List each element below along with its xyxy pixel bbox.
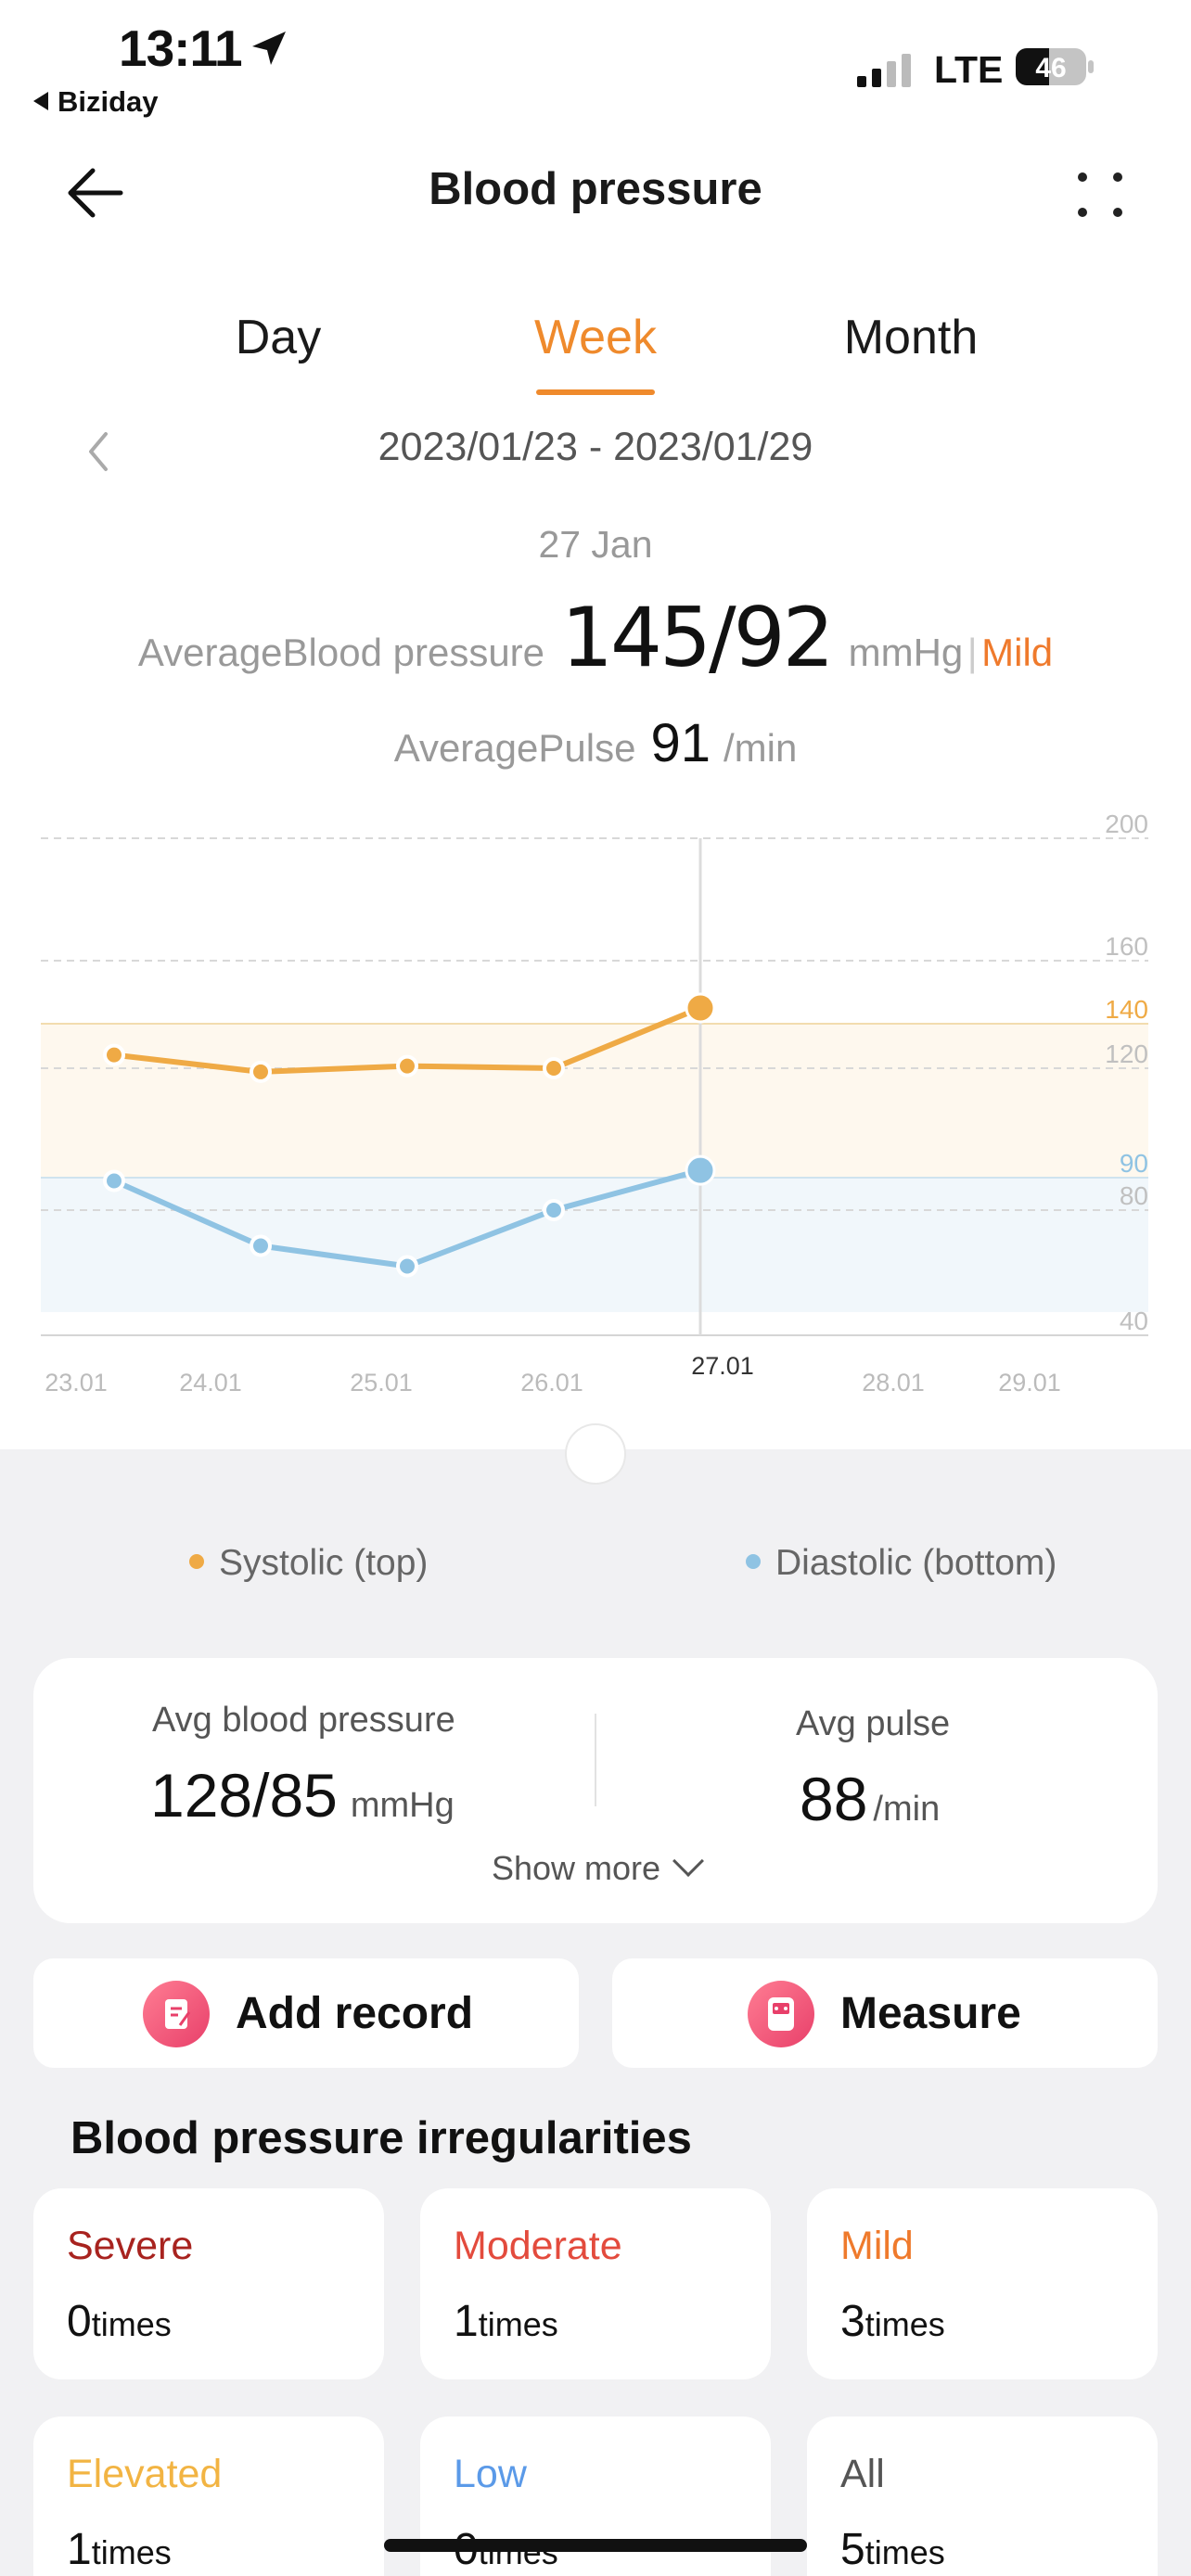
data-point: [103, 1043, 125, 1066]
avg-bp-unit: mmHg: [848, 631, 964, 674]
more-options-icon[interactable]: [1072, 167, 1128, 223]
legend-diastolic: Diastolic (bottom): [746, 1543, 1057, 1584]
irregularity-count: 5times: [840, 2525, 945, 2574]
irregularity-card-severe[interactable]: Severe 0times: [33, 2188, 384, 2379]
lower-panel-edge: [0, 1449, 1191, 1450]
back-arrow-icon[interactable]: [61, 159, 128, 226]
avg-pulse-unit: /min: [723, 726, 798, 770]
chevron-down-icon: [672, 1845, 705, 1877]
data-point: [250, 1234, 272, 1257]
data-point: [685, 1154, 716, 1186]
chart-scroll-handle[interactable]: [503, 1406, 688, 1498]
y-tick-label: 160: [1105, 932, 1148, 961]
blood-pressure-chart[interactable]: 200 160 140 120 90 80 40 23.01 24.01 25.01 26.01 27…: [0, 797, 1191, 1409]
legend-dot-systolic: [189, 1554, 204, 1569]
x-tick-label: 29.01: [998, 1369, 1061, 1396]
page-title: Blood pressure: [429, 164, 762, 214]
avg-pulse-value: 91: [650, 713, 711, 773]
y-tick-label: 200: [1105, 810, 1148, 838]
measure-device-icon: [748, 1981, 814, 2047]
battery-level: 46: [1035, 53, 1066, 83]
data-point: [685, 992, 716, 1024]
x-tick-label: 28.01: [862, 1369, 925, 1396]
x-tick-label: 26.01: [520, 1369, 583, 1396]
network-type: LTE: [934, 48, 1004, 91]
data-point: [396, 1255, 418, 1278]
irregularity-card-elevated[interactable]: Elevated 1times: [33, 2417, 384, 2576]
add-record-button[interactable]: Add record: [33, 1958, 579, 2068]
y-tick-label: 120: [1105, 1039, 1148, 1068]
irregularity-card-low[interactable]: Low 0times: [420, 2417, 771, 2576]
avg-pulse-summary-label: Avg pulse: [796, 1704, 951, 1743]
back-triangle-icon: [33, 92, 48, 110]
x-tick-label: 23.01: [45, 1369, 108, 1396]
tab-day[interactable]: Day: [235, 311, 322, 364]
show-more-button[interactable]: Show more: [33, 1845, 1158, 1888]
summary-divider: [595, 1714, 596, 1806]
back-to-app-link[interactable]: Biziday: [33, 85, 159, 119]
avg-bp-label: AverageBlood pressure: [137, 631, 545, 674]
measure-button[interactable]: Measure: [612, 1958, 1158, 2068]
summary-card: Avg blood pressure 128/85 mmHg Avg pulse …: [33, 1658, 1158, 1923]
bp-level: Mild: [981, 631, 1054, 674]
active-tab-indicator: [536, 389, 655, 395]
tab-week[interactable]: Week: [534, 311, 657, 364]
data-point: [396, 1054, 418, 1078]
selected-avg-blood-pressure: AverageBlood pressure 145/92 mmHg | Mild: [0, 590, 1191, 685]
range-band: [41, 1024, 1148, 1178]
tab-month[interactable]: Month: [843, 311, 979, 364]
avg-bp-value: 145/92: [561, 590, 835, 685]
cellular-signal-icon: [857, 54, 911, 87]
battery-icon: 46: [1016, 48, 1094, 85]
irregularity-card-moderate[interactable]: Moderate 1times: [420, 2188, 771, 2379]
irregularity-count: 0times: [67, 2297, 172, 2346]
x-tick-label: 24.01: [179, 1369, 242, 1396]
y-tick-label: 140: [1105, 995, 1148, 1024]
data-point: [250, 1060, 272, 1083]
x-tick-label: 25.01: [350, 1369, 413, 1396]
add-record-icon: [143, 1981, 210, 2047]
irregularity-card-mild[interactable]: Mild 3times: [807, 2188, 1158, 2379]
location-arrow-icon: [252, 32, 286, 65]
irregularity-count: 1times: [454, 2297, 558, 2346]
separator: |: [967, 631, 978, 674]
legend-systolic: Systolic (top): [189, 1543, 428, 1584]
home-indicator[interactable]: [384, 2539, 807, 2552]
status-time: 13:11: [119, 19, 243, 77]
y-tick-label: 90: [1120, 1149, 1148, 1178]
avg-bp-summary-value: 128/85 mmHg: [150, 1761, 455, 1830]
legend-dot-diastolic: [746, 1554, 761, 1569]
avg-pulse-summary-value: 88/min: [800, 1765, 941, 1833]
irregularity-card-all[interactable]: All 5times: [807, 2417, 1158, 2576]
selected-avg-pulse: AveragePulse 91/min: [0, 712, 1191, 774]
data-point: [543, 1199, 565, 1221]
previous-range-chevron-icon[interactable]: [80, 428, 117, 475]
avg-pulse-label: AveragePulse: [393, 726, 636, 770]
irregularities-title: Blood pressure irregularities: [70, 2113, 692, 2163]
date-range: 2023/01/23 - 2023/01/29: [378, 425, 813, 469]
data-point: [543, 1057, 565, 1079]
selected-date: 27 Jan: [538, 523, 653, 566]
y-tick-label: 80: [1120, 1181, 1148, 1210]
data-point: [103, 1169, 125, 1192]
y-tick-label: 40: [1120, 1307, 1148, 1335]
x-tick-label: 27.01: [691, 1352, 754, 1380]
avg-bp-summary-label: Avg blood pressure: [152, 1701, 455, 1740]
irregularity-count: 3times: [840, 2297, 945, 2346]
irregularity-count: 1times: [67, 2525, 172, 2574]
